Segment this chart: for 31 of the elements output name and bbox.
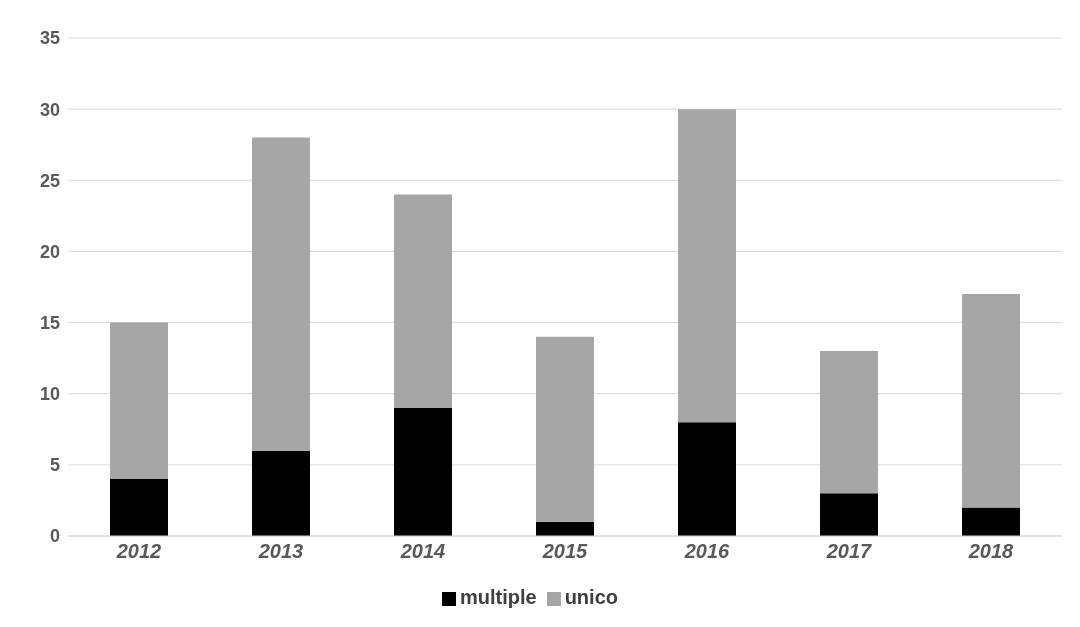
bar	[678, 422, 736, 536]
bar	[820, 351, 878, 494]
bar	[820, 493, 878, 536]
y-tick-label: 5	[49, 455, 60, 476]
x-tick-label: 2016	[683, 540, 731, 563]
y-tick-label: 0	[49, 526, 60, 547]
bar	[252, 450, 310, 536]
legend-label: unico	[564, 586, 618, 608]
y-tick-label: 15	[39, 312, 60, 333]
y-tick-label: 10	[39, 384, 60, 405]
bar	[394, 194, 452, 408]
bar	[678, 109, 736, 423]
bar	[110, 479, 168, 536]
x-tick-label: 2015	[541, 540, 589, 563]
y-tick-label: 30	[39, 99, 60, 120]
x-tick-label: 2017	[825, 540, 873, 563]
bar	[536, 521, 594, 536]
x-tick-label: 2012	[115, 540, 162, 563]
x-tick-label: 2014	[399, 540, 446, 563]
bar	[394, 407, 452, 536]
y-tick-label: 20	[39, 241, 60, 262]
bar	[962, 294, 1020, 508]
bar	[252, 137, 310, 451]
x-tick-label: 2013	[257, 540, 304, 563]
bar	[962, 507, 1020, 536]
x-tick-label: 2018	[967, 540, 1015, 563]
y-tick-label: 25	[39, 170, 60, 191]
legend-label: multiple	[459, 586, 537, 608]
bar	[110, 322, 168, 480]
y-tick-label: 35	[39, 28, 60, 49]
bar	[536, 336, 594, 522]
